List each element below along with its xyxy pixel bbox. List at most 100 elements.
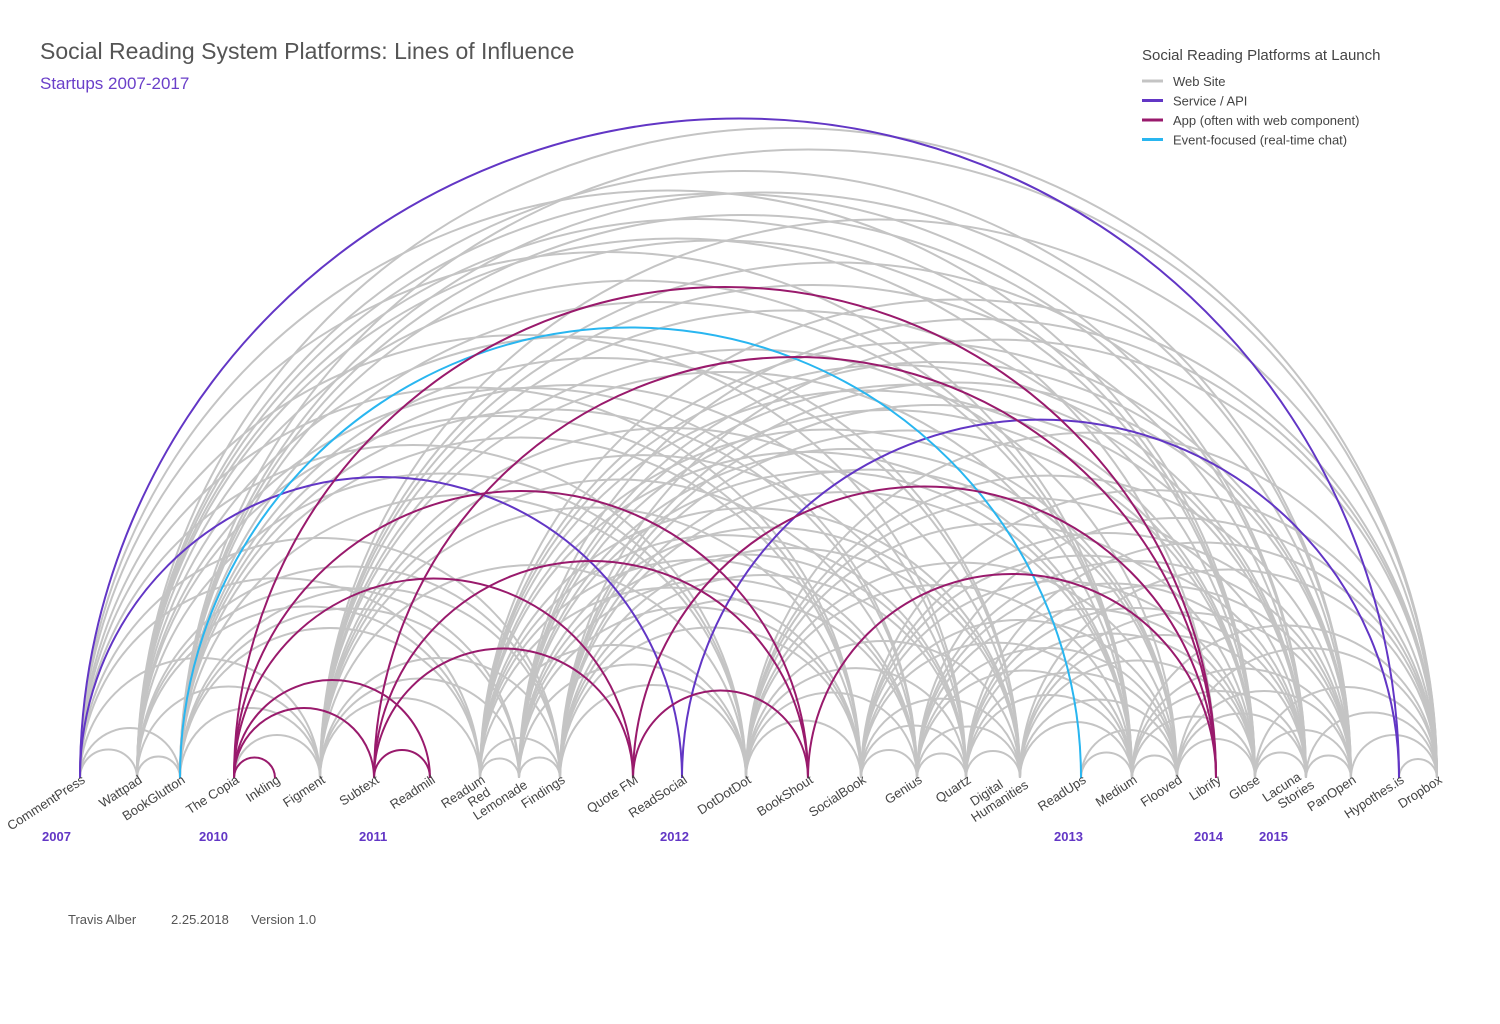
influence-arc-web	[1019, 659, 1256, 779]
influence-arc-web	[179, 301, 1133, 779]
node-label: SocialBook	[806, 772, 869, 820]
influence-arc-web	[559, 598, 918, 779]
legend-title: Social Reading Platforms at Launch	[1142, 47, 1380, 64]
influence-arc-web	[965, 607, 1307, 779]
influence-arc-web	[479, 644, 747, 779]
influence-arc-web	[916, 517, 1438, 779]
influence-arc	[632, 689, 809, 779]
influence-arc-web	[319, 261, 1352, 779]
node-label: BookShout	[754, 772, 816, 819]
influence-arc-web	[79, 334, 967, 779]
year-label: 2015	[1259, 829, 1288, 844]
node-label: Dropbox	[1395, 772, 1445, 812]
influence-arc	[373, 356, 1217, 779]
influence-arc-web	[860, 554, 1307, 779]
node-label: DotDotDot	[695, 772, 754, 818]
influence-arc-web	[136, 755, 181, 779]
influence-arc-web	[1019, 721, 1133, 779]
influence-arc-web	[1254, 729, 1352, 779]
influence-arc-web	[860, 697, 1021, 779]
footer: Travis Alber 2.25.2018 Version 1.0	[68, 912, 316, 927]
influence-arc-web	[179, 191, 1352, 779]
influence-arc	[807, 573, 1217, 779]
influence-arc-web	[479, 298, 1438, 779]
influence-arc-web	[136, 127, 1438, 779]
influence-arc-web	[1131, 754, 1178, 779]
influence-arc-web	[745, 431, 1438, 779]
influence-arc	[79, 476, 683, 779]
influence-arc	[373, 647, 634, 779]
influence-arc-web	[745, 522, 1256, 779]
influence-arc	[233, 490, 809, 779]
influence-arc-web	[1254, 686, 1438, 779]
influence-arc-web	[745, 584, 1133, 779]
influence-arc-web	[1019, 698, 1178, 779]
influence-arc-web	[233, 734, 321, 779]
influence-arc-web	[1398, 758, 1438, 779]
influence-arc-web	[319, 348, 1178, 779]
influence-arc-web	[1019, 611, 1352, 779]
legend-label: Service / API	[1173, 94, 1247, 109]
influence-arc-web	[179, 436, 862, 779]
influence-arc-web	[179, 707, 321, 779]
influence-arc-web	[518, 756, 561, 779]
influence-arc-web	[136, 335, 1021, 779]
influence-arc-web	[79, 189, 1256, 779]
footer-version: Version 1.0	[251, 912, 316, 927]
node-label: CommentPress	[4, 772, 88, 834]
influence-arc-web	[860, 724, 967, 779]
influence-arc-web	[1080, 729, 1178, 779]
influence-arc-web	[916, 582, 1307, 779]
influence-arc-web	[79, 727, 181, 779]
influence-arc-web	[319, 284, 1307, 779]
influence-arc-web	[1350, 734, 1438, 779]
influence-arc-web	[479, 341, 1352, 779]
influence-arc-web	[179, 408, 918, 779]
node-label: Subtext	[336, 772, 381, 809]
year-label: 2010	[199, 829, 228, 844]
node-label: Glose	[1226, 772, 1263, 803]
influence-arc-web	[1254, 751, 1307, 779]
legend-label: Event-focused (real-time chat)	[1173, 133, 1347, 148]
influence-arc-web	[1305, 711, 1438, 779]
influence-arc-web	[860, 489, 1438, 779]
influence-arc-web	[559, 468, 1178, 779]
influence-arc	[233, 756, 276, 779]
influence-arc-web	[559, 684, 747, 779]
influence-arc-web	[965, 750, 1021, 779]
influence-arc-web	[965, 671, 1178, 779]
node-label: Genius	[882, 772, 925, 807]
node-label: Flooved	[1138, 772, 1185, 810]
influence-arc-web	[916, 669, 1133, 779]
influence-arc-web	[745, 474, 1352, 779]
influence-arc-web	[79, 748, 138, 779]
influence-arc-web	[79, 444, 747, 779]
influence-arc-web	[136, 605, 481, 779]
footer-author: Travis Alber	[68, 912, 137, 927]
influence-arc-web	[860, 749, 918, 779]
influence-arc-web	[179, 384, 967, 779]
gray-arcs	[79, 127, 1438, 779]
page-subtitle: Startups 2007-2017	[40, 74, 189, 93]
influence-arc-web	[1176, 690, 1352, 779]
influence-arc-web	[1176, 712, 1307, 779]
influence-arc-web	[136, 685, 321, 779]
influence-arc-web	[319, 309, 1256, 779]
year-label: 2014	[1194, 829, 1224, 844]
influence-arc-web	[559, 547, 1021, 779]
influence-arc	[632, 485, 1217, 779]
influence-arc-web	[860, 532, 1352, 779]
influence-arc-web	[1131, 690, 1307, 779]
influence-arc-web	[1080, 751, 1133, 779]
influence-arc-web	[1131, 624, 1438, 779]
influence-arc	[79, 117, 1400, 779]
influence-arc-web	[319, 657, 561, 779]
page-title: Social Reading System Platforms: Lines o…	[40, 38, 574, 64]
influence-arc-web	[518, 361, 1352, 779]
legend-label: App (often with web component)	[1173, 113, 1359, 128]
influence-arc-web	[179, 148, 1438, 779]
influence-arc-web	[1019, 634, 1307, 779]
node-label: Librify	[1186, 772, 1224, 804]
